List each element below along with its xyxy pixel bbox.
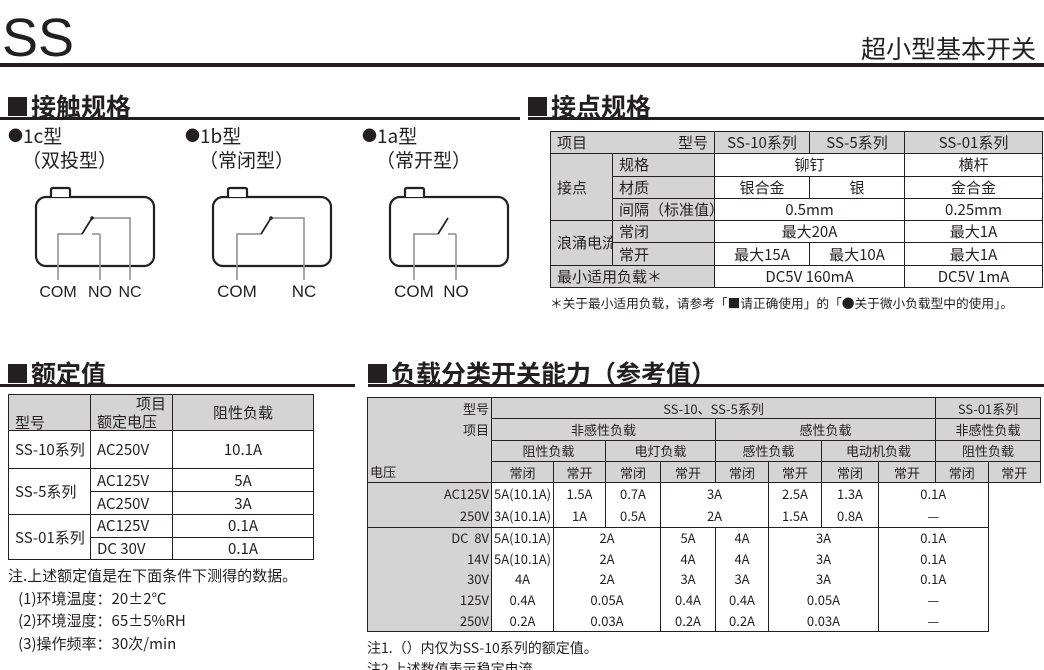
svg-text:NC: NC	[292, 282, 317, 300]
svg-text:COM: COM	[217, 282, 257, 300]
svg-text:NC: NC	[118, 284, 141, 300]
svg-text:COM: COM	[394, 282, 434, 300]
svg-text:NO: NO	[88, 284, 112, 300]
svg-text:COM: COM	[39, 284, 76, 300]
svg-text:NO: NO	[443, 282, 469, 300]
